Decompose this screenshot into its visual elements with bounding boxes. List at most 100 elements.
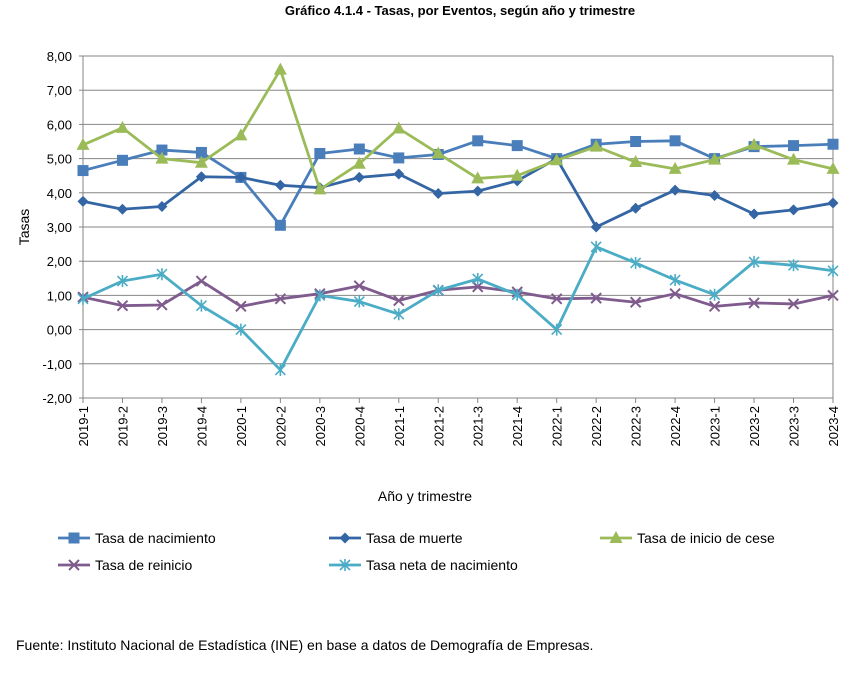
data-point <box>551 323 563 336</box>
legend-label: Tasa de muerte <box>366 530 463 546</box>
data-point <box>747 137 761 150</box>
data-point <box>156 200 168 212</box>
legend-item: Tasa de muerte <box>329 530 463 546</box>
chart-title: Gráfico 4.1.4 - Tasas, por Eventos, segú… <box>285 3 635 18</box>
x-tick-label: 2019-1 <box>76 406 91 446</box>
x-tick-label: 2021-2 <box>431 406 446 446</box>
data-point <box>115 120 129 133</box>
x-axis-ticks: 2019-1 2019-2 2019-3 2019-4 2020-1 2020-2 2020… <box>76 398 841 446</box>
x-tick-label: 2020-1 <box>234 406 249 446</box>
data-point <box>590 292 602 304</box>
legend-label: Tasa de inicio de cese <box>637 530 775 546</box>
data-point <box>669 184 681 196</box>
data-point <box>472 281 484 293</box>
series-line <box>82 68 834 191</box>
data-point <box>352 156 366 169</box>
data-point <box>787 298 800 310</box>
data-point <box>669 274 681 287</box>
data-point <box>116 275 129 288</box>
legend-item: Tasa de inicio de cese <box>600 530 775 546</box>
y-axis-label: Tasas <box>16 209 32 246</box>
x-tick-label: 2023-2 <box>747 406 762 446</box>
series-2 <box>77 153 839 233</box>
data-point <box>669 287 681 300</box>
data-point <box>353 295 365 308</box>
data-point <box>353 171 365 183</box>
y-tick-label: 2,00 <box>47 254 72 269</box>
x-tick-label: 2019-3 <box>155 406 170 446</box>
legend-item: Tasa neta de nacimiento <box>329 557 518 573</box>
data-point <box>432 284 444 297</box>
data-point <box>609 531 623 543</box>
x-tick-label: 2021-3 <box>471 406 486 446</box>
data-point <box>393 168 405 180</box>
data-point <box>76 137 90 150</box>
data-point <box>827 138 839 150</box>
data-point <box>77 292 89 305</box>
data-point <box>709 190 721 202</box>
x-tick-label: 2020-4 <box>352 406 367 446</box>
legend-label: Tasa de nacimiento <box>95 530 216 546</box>
data-point <box>827 197 839 209</box>
data-point <box>339 532 351 544</box>
data-point <box>472 185 484 197</box>
data-point <box>590 240 602 253</box>
series-line <box>82 157 834 229</box>
x-tick-label: 2019-4 <box>194 406 209 446</box>
x-tick-label: 2023-1 <box>708 406 723 446</box>
data-point <box>273 62 287 75</box>
data-point <box>274 293 287 305</box>
x-tick-label: 2019-2 <box>115 406 130 446</box>
y-tick-label: 5,00 <box>47 152 72 167</box>
data-point <box>195 171 207 183</box>
data-point <box>393 294 405 307</box>
x-tick-label: 2020-2 <box>273 406 288 446</box>
y-tick-label: 6,00 <box>47 117 72 132</box>
legend-label: Tasa de reinicio <box>95 557 192 573</box>
data-point <box>826 161 840 174</box>
data-point <box>589 139 603 152</box>
series-line <box>82 139 834 227</box>
data-point <box>827 264 839 277</box>
data-point <box>195 299 207 312</box>
data-point <box>235 171 247 183</box>
data-point <box>274 363 286 376</box>
data-point <box>629 155 643 168</box>
y-tick-label: 0,00 <box>47 323 72 338</box>
x-tick-label: 2022-4 <box>668 406 683 446</box>
legend-item: Tasa de reinicio <box>58 557 192 573</box>
series-line <box>82 245 834 372</box>
x-tick-label: 2020-3 <box>313 406 328 446</box>
data-point <box>788 204 800 216</box>
y-axis-ticks: 8,00 7,00 6,00 5,00 4,00 3,00 2,00 1,00 0,00 -1,0… <box>42 49 83 406</box>
data-point <box>432 187 444 199</box>
data-point <box>471 171 485 184</box>
data-point <box>353 143 365 155</box>
data-point <box>708 300 721 313</box>
x-tick-label: 2022-2 <box>589 406 604 446</box>
data-point <box>590 221 602 233</box>
data-point <box>629 296 642 308</box>
data-point <box>669 135 681 147</box>
series-3 <box>76 62 840 195</box>
legend: Tasa de nacimiento Tasa de muerte Tasa de … <box>58 530 775 573</box>
data-point <box>156 299 168 311</box>
data-point <box>787 259 800 272</box>
y-tick-label: 4,00 <box>47 186 72 201</box>
y-tick-label: -2,00 <box>42 391 72 406</box>
data-point <box>314 289 326 302</box>
y-tick-label: 8,00 <box>47 49 72 64</box>
data-point <box>630 136 642 147</box>
series-group <box>76 62 840 376</box>
x-tick-label: 2023-4 <box>826 406 841 446</box>
data-point <box>155 151 169 164</box>
data-point <box>274 179 286 191</box>
data-point <box>550 293 563 305</box>
series-line <box>82 279 834 308</box>
series-5 <box>77 240 839 376</box>
x-tick-label: 2022-1 <box>550 406 565 446</box>
source-note: Fuente: Instituto Nacional de Estadístic… <box>16 637 594 653</box>
data-point <box>748 208 760 220</box>
data-point <box>274 219 286 231</box>
